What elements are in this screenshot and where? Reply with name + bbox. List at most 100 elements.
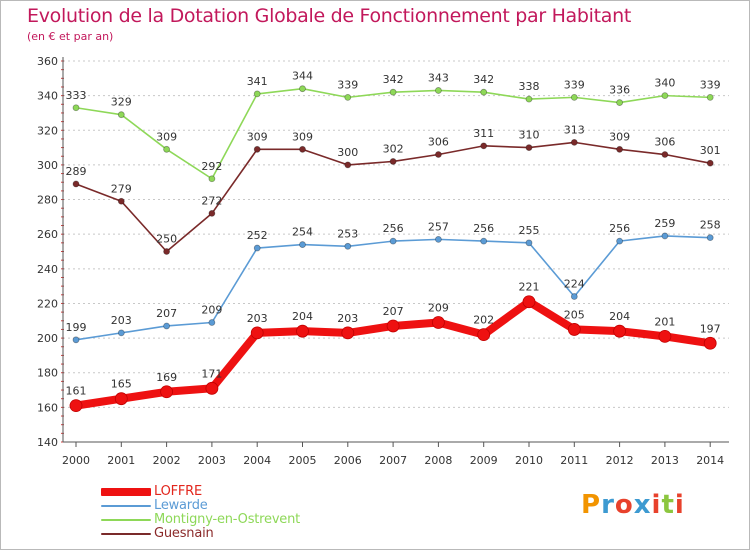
data-label-guesnain-2005: 309 [292, 130, 313, 143]
logo-letter: i [674, 490, 685, 520]
data-point-lewarde-2006 [344, 242, 352, 250]
x-tick-label-2006: 2006 [334, 454, 362, 467]
data-label-montigny-en-ostrevent-2009: 342 [473, 73, 494, 86]
x-tick-label-2010: 2010 [515, 454, 543, 467]
data-label-guesnain-2004: 309 [247, 130, 268, 143]
data-point-lewarde-2010 [525, 239, 533, 247]
data-point-guesnain-2005 [299, 145, 306, 153]
data-label-guesnain-2001: 279 [111, 182, 132, 195]
y-tick-label-200: 200 [37, 332, 58, 345]
data-point-montigny-en-ostrevent-2001 [117, 111, 125, 119]
data-label-guesnain-2000: 289 [66, 165, 87, 178]
data-label-lewarde-2014: 258 [700, 219, 721, 232]
logo-letter: r [601, 490, 615, 520]
data-label-guesnain-2013: 306 [654, 136, 675, 149]
data-point-loffre-2001 [114, 392, 128, 406]
data-point-lewarde-2004 [253, 244, 261, 252]
data-label-lewarde-2012: 256 [609, 222, 630, 235]
data-point-lewarde-2008 [434, 235, 442, 243]
x-tick-label-2001: 2001 [107, 454, 135, 467]
legend-label-lewarde: Lewarde [154, 498, 208, 513]
x-tick-label-2014: 2014 [696, 454, 724, 467]
data-point-guesnain-2008 [434, 151, 442, 158]
data-label-loffre-2002: 169 [156, 371, 177, 384]
chart-legend: LOFFRE Lewarde Montigny-en-Ostrevent Guesna… [101, 484, 361, 541]
data-point-montigny-en-ostrevent-2003 [208, 175, 216, 183]
legend-swatch-loffre [101, 488, 151, 496]
data-label-guesnain-2002: 250 [156, 233, 177, 246]
data-label-montigny-en-ostrevent-2008: 343 [428, 71, 449, 84]
data-label-lewarde-2006: 253 [337, 227, 358, 240]
data-point-loffre-2011 [567, 323, 581, 336]
legend-swatch-lewarde [101, 505, 151, 507]
legend-swatch-montigny-en-ostrevent [101, 519, 151, 521]
data-point-loffre-2007 [386, 319, 400, 333]
data-point-montigny-en-ostrevent-2011 [570, 93, 578, 101]
data-point-loffre-2005 [296, 324, 309, 338]
y-tick-label-160: 160 [37, 401, 58, 414]
data-label-loffre-2001: 165 [111, 378, 132, 391]
data-point-montigny-en-ostrevent-2007 [389, 88, 397, 96]
data-label-montigny-en-ostrevent-2005: 344 [292, 70, 313, 83]
data-label-montigny-en-ostrevent-2001: 329 [111, 96, 132, 109]
data-label-guesnain-2014: 301 [700, 144, 721, 157]
data-label-loffre-2008: 209 [428, 302, 449, 315]
data-label-lewarde-2001: 203 [111, 314, 132, 327]
y-tick-label-280: 280 [37, 194, 58, 207]
data-label-montigny-en-ostrevent-2000: 333 [66, 89, 87, 102]
y-tick-label-300: 300 [37, 159, 58, 172]
x-tick-label-2002: 2002 [153, 454, 181, 467]
data-point-lewarde-2011 [570, 293, 578, 300]
data-label-montigny-en-ostrevent-2007: 342 [383, 73, 404, 86]
x-tick-label-2003: 2003 [198, 454, 226, 467]
data-label-lewarde-2011: 224 [564, 278, 585, 291]
data-label-lewarde-2010: 255 [519, 224, 540, 237]
data-point-lewarde-2005 [299, 241, 306, 248]
data-point-montigny-en-ostrevent-2004 [253, 90, 261, 98]
data-label-guesnain-2009: 311 [473, 127, 494, 140]
data-point-lewarde-2009 [480, 237, 488, 245]
x-tick-label-2009: 2009 [470, 454, 498, 467]
chart-subtitle: (en € et par an) [27, 30, 114, 43]
data-point-lewarde-2001 [117, 329, 125, 337]
data-label-montigny-en-ostrevent-2014: 339 [700, 78, 721, 91]
data-point-lewarde-2002 [163, 322, 171, 330]
data-point-loffre-2008 [431, 316, 445, 329]
data-point-guesnain-2006 [344, 161, 352, 169]
data-label-guesnain-2006: 300 [337, 146, 358, 159]
data-point-montigny-en-ostrevent-2002 [163, 145, 171, 153]
y-tick-label-220: 220 [37, 297, 58, 310]
data-label-lewarde-2009: 256 [473, 222, 494, 235]
data-point-montigny-en-ostrevent-2000 [72, 104, 80, 112]
data-label-montigny-en-ostrevent-2004: 341 [247, 75, 268, 88]
data-point-guesnain-2007 [389, 158, 397, 165]
data-point-montigny-en-ostrevent-2005 [299, 85, 306, 93]
data-point-guesnain-2004 [253, 145, 261, 153]
data-label-loffre-2014: 197 [700, 322, 721, 335]
data-point-guesnain-2009 [480, 142, 488, 150]
data-point-montigny-en-ostrevent-2008 [434, 87, 442, 94]
data-label-guesnain-2011: 313 [564, 123, 585, 136]
data-label-loffre-2010: 221 [519, 281, 540, 294]
legend-item-lewarde: Lewarde [101, 498, 361, 513]
y-tick-label-140: 140 [37, 436, 58, 449]
y-tick-label-320: 320 [37, 124, 58, 137]
data-point-loffre-2000 [69, 399, 83, 413]
data-point-montigny-en-ostrevent-2014 [706, 93, 714, 101]
data-label-lewarde-2007: 256 [383, 222, 404, 235]
data-label-guesnain-2008: 306 [428, 136, 449, 149]
x-tick-label-2007: 2007 [379, 454, 407, 467]
data-point-lewarde-2000 [72, 336, 80, 344]
data-point-guesnain-2001 [117, 197, 125, 205]
data-label-guesnain-2007: 302 [383, 142, 404, 155]
data-label-loffre-2012: 204 [609, 310, 630, 323]
y-tick-label-260: 260 [37, 228, 58, 241]
data-label-lewarde-2003: 209 [201, 304, 222, 317]
data-label-loffre-2013: 201 [654, 315, 675, 328]
data-label-loffre-2004: 203 [247, 312, 268, 325]
data-point-montigny-en-ostrevent-2013 [661, 92, 669, 100]
logo-letter: i [651, 490, 662, 520]
legend-label-loffre: LOFFRE [154, 484, 203, 499]
